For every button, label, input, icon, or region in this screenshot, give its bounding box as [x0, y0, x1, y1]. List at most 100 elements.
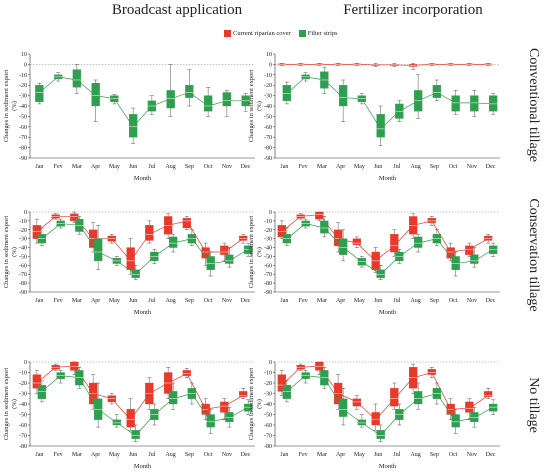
box-body	[277, 374, 287, 392]
box-dec-filter	[488, 399, 498, 415]
legend-swatch-riparian	[224, 30, 231, 37]
box-aug-riparian	[163, 213, 173, 239]
box-body	[390, 234, 399, 253]
x-tick-label: Apr	[336, 452, 345, 458]
box-body	[222, 92, 232, 107]
box-sep-riparian	[182, 216, 192, 231]
box-sep-filter	[432, 382, 442, 405]
box-sep-filter	[185, 69, 194, 107]
box-dec-riparian	[483, 233, 493, 244]
x-tick-label: Jan	[35, 164, 43, 170]
box-body	[166, 90, 175, 109]
row-title-notillage: No tillage	[520, 340, 546, 470]
box-body	[446, 247, 455, 259]
x-tick-label: Fev	[54, 452, 63, 458]
y-tick-label: -50	[19, 254, 27, 260]
y-tick-label: -50	[264, 114, 272, 120]
x-tick-label: Jan	[35, 452, 43, 458]
box-may-filter	[357, 93, 367, 105]
box-oct-riparian	[446, 63, 455, 66]
box-aug-filter	[413, 74, 423, 119]
x-tick-label: Nov	[222, 164, 232, 170]
x-tick-label: Mar	[72, 164, 82, 170]
box-body	[220, 245, 229, 255]
y-tick-label: -70	[264, 272, 272, 278]
box-aug-filter	[168, 233, 178, 253]
box-nov-filter	[222, 90, 232, 117]
y-tick-label: -80	[264, 146, 272, 152]
box-fev-riparian	[296, 363, 305, 371]
box-body	[238, 391, 248, 397]
y-axis-label: Changes in sediment export	[248, 70, 255, 143]
x-tick-label: Aug	[165, 164, 175, 170]
box-nov-filter	[225, 247, 234, 268]
y-tick-label: 0	[269, 210, 272, 216]
box-body	[203, 95, 213, 112]
y-tick-label: -90	[19, 290, 27, 296]
x-tick-label: Jan	[280, 164, 288, 170]
box-body	[112, 419, 122, 426]
y-tick-label: -10	[19, 219, 27, 225]
box-fev-riparian	[296, 213, 305, 220]
box-may-riparian	[352, 63, 362, 66]
y-tick-label: -80	[19, 281, 27, 287]
box-body	[470, 95, 479, 112]
x-tick-label: Sep	[185, 298, 194, 304]
box-body	[488, 403, 498, 412]
median-line-riparian	[281, 365, 489, 421]
box-body	[131, 269, 140, 278]
box-body	[238, 235, 248, 241]
x-tick-label: Dec	[486, 298, 496, 304]
y-tick-label: 10	[21, 52, 27, 58]
x-axis-label: Month	[134, 463, 152, 470]
median-line-filter	[41, 375, 249, 436]
box-body	[338, 238, 348, 255]
y-tick-label: -30	[264, 237, 272, 243]
box-jan-filter	[282, 81, 292, 105]
legend-label-riparian: Current riparian cover	[233, 30, 291, 37]
box-jan-filter	[282, 380, 292, 403]
row-title-notillage-text: No tillage	[526, 377, 541, 433]
y-tick-label: -70	[264, 434, 272, 440]
x-tick-label: Aug	[410, 164, 420, 170]
x-axis-label: Month	[379, 309, 397, 316]
box-dec-filter	[488, 242, 498, 257]
panel-notillage-broadcast: 0 -10 -20 -30 -40 -50 -60 -70 -80 Jan Fev Mar Apr May…	[3, 360, 255, 470]
x-tick-label: May	[109, 164, 120, 170]
box-apr-riparian	[333, 63, 343, 66]
box-body	[243, 245, 253, 254]
median-line-filter	[39, 76, 246, 128]
x-tick-label: Apr	[91, 164, 100, 170]
x-tick-label: Aug	[165, 298, 175, 304]
y-tick-label: 10	[266, 52, 272, 58]
panel-conservation-fertilizer: 0 -10 -20 -30 -40 -50 -60 -70 -80 -90 Jan Fev Mar Apr…	[248, 210, 500, 316]
box-body	[282, 384, 292, 399]
y-tick-label: -90	[19, 156, 27, 162]
box-dec-filter	[243, 399, 253, 415]
box-oct-filter	[203, 87, 213, 117]
box-fev-filter	[56, 370, 65, 384]
y-tick-label: -70	[19, 434, 27, 440]
x-tick-label: Mar	[317, 452, 327, 458]
x-tick-label: Aug	[410, 298, 420, 304]
box-aug-filter	[413, 233, 423, 253]
box-fev-riparian	[296, 63, 305, 66]
box-body	[390, 388, 399, 407]
legend-swatch-filter	[298, 30, 306, 37]
y-tick-label: -80	[19, 146, 27, 152]
x-tick-label: Dec	[241, 452, 251, 458]
box-body	[32, 374, 42, 389]
box-may-riparian	[107, 393, 117, 405]
y-tick-label: -20	[19, 228, 27, 234]
box-body	[70, 213, 79, 222]
box-body	[432, 85, 442, 98]
box-nov-filter	[470, 247, 479, 268]
x-tick-label: Jun	[374, 452, 382, 458]
box-nov-riparian	[465, 398, 474, 420]
box-body	[371, 412, 380, 426]
box-jul-filter	[150, 249, 159, 264]
y-tick-label: 0	[269, 360, 272, 366]
box-aug-riparian	[408, 213, 418, 239]
box-jun-filter	[376, 105, 385, 146]
x-tick-label: Jul	[148, 298, 155, 304]
